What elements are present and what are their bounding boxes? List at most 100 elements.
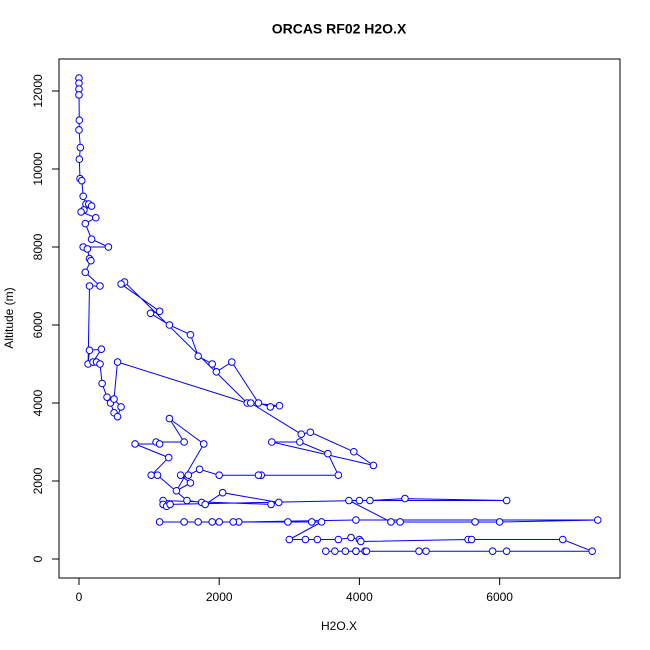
- data-point: [246, 399, 255, 407]
- data-point: [593, 516, 602, 524]
- data-point: [502, 496, 511, 505]
- plot-frame: [58, 58, 621, 579]
- data-point: [131, 440, 139, 448]
- data-point: [347, 533, 355, 542]
- data-point: [75, 155, 84, 164]
- data-point: [313, 535, 322, 544]
- data-point: [495, 518, 504, 526]
- data-point: [183, 496, 191, 505]
- data-point: [488, 547, 497, 556]
- data-point: [81, 268, 90, 277]
- data-point: [155, 440, 164, 448]
- data-point: [215, 471, 223, 479]
- data-point: [172, 486, 181, 495]
- data-point: [75, 126, 83, 134]
- data-point: [352, 547, 360, 556]
- data-point: [75, 116, 84, 125]
- data-point: [77, 176, 86, 185]
- data-point: [307, 518, 316, 526]
- data-point: [117, 280, 125, 288]
- data-point: [254, 471, 263, 479]
- data-point: [155, 518, 164, 526]
- data-point: [180, 518, 188, 526]
- data-point: [355, 496, 364, 505]
- data-point: [266, 403, 275, 411]
- data-point: [87, 256, 95, 265]
- data-point: [117, 403, 125, 411]
- y-tick-label: 8000: [31, 233, 45, 260]
- data-point: [96, 282, 104, 290]
- data-point: [362, 547, 371, 556]
- data-point: [297, 430, 306, 438]
- data-point: [401, 494, 409, 503]
- data-point: [267, 438, 276, 446]
- data-point: [296, 438, 304, 446]
- data-point: [176, 471, 185, 479]
- data-point: [180, 438, 188, 446]
- data-point: [104, 243, 113, 251]
- data-point: [324, 449, 332, 458]
- data-point: [285, 535, 294, 544]
- data-point: [208, 360, 216, 368]
- data-point: [113, 358, 122, 366]
- x-tick-label: 2000: [206, 590, 233, 604]
- data-point: [147, 471, 155, 479]
- data-point: [275, 401, 284, 410]
- x-tick-label: 0: [76, 590, 83, 604]
- data-point: [155, 307, 164, 316]
- data-point: [75, 91, 83, 99]
- data-point: [218, 488, 227, 497]
- data-point: [96, 360, 104, 368]
- data-point: [76, 143, 85, 152]
- data-point: [331, 547, 339, 556]
- x-tick-label: 4000: [346, 590, 373, 604]
- data-point: [254, 399, 263, 407]
- data-point: [471, 518, 479, 526]
- data-point: [229, 518, 238, 526]
- data-point: [103, 393, 111, 401]
- data-point: [274, 498, 283, 507]
- y-tick-label: 0: [31, 555, 45, 562]
- data-point: [306, 428, 315, 437]
- data-point: [146, 309, 155, 318]
- data-point: [208, 518, 216, 526]
- data-point: [85, 346, 94, 355]
- data-point: [92, 213, 100, 222]
- data-point: [284, 518, 292, 526]
- y-axis-label: Altitude (m): [2, 287, 16, 348]
- data-point: [345, 496, 353, 505]
- data-point: [212, 367, 221, 376]
- data-point: [113, 412, 122, 421]
- data-point: [502, 547, 511, 556]
- data-point: [194, 352, 202, 360]
- data-point: [195, 465, 204, 474]
- data-point: [334, 471, 343, 479]
- data-point: [588, 547, 596, 556]
- data-point: [199, 440, 208, 448]
- y-tick-label: 10000: [31, 152, 45, 186]
- data-point: [81, 219, 90, 228]
- data-point: [194, 518, 202, 526]
- data-point: [83, 245, 92, 253]
- data-point: [334, 535, 343, 544]
- data-point: [215, 518, 223, 526]
- data-point: [352, 516, 360, 524]
- data-point: [387, 518, 395, 526]
- data-point: [201, 500, 209, 509]
- data-point: [267, 500, 275, 509]
- data-point: [186, 330, 195, 339]
- x-tick-label: 6000: [486, 590, 513, 604]
- data-point: [396, 518, 404, 526]
- data-point: [184, 471, 193, 479]
- y-tick-label: 2000: [31, 467, 45, 494]
- data-point: [369, 461, 378, 470]
- data-point: [467, 535, 476, 544]
- data-point: [79, 192, 87, 201]
- data-point: [341, 547, 350, 556]
- x-axis-label: H2O.X: [321, 619, 357, 633]
- data-point: [165, 414, 174, 423]
- data-point: [228, 358, 236, 366]
- chart-title: ORCAS RF02 H2O.X: [272, 21, 407, 37]
